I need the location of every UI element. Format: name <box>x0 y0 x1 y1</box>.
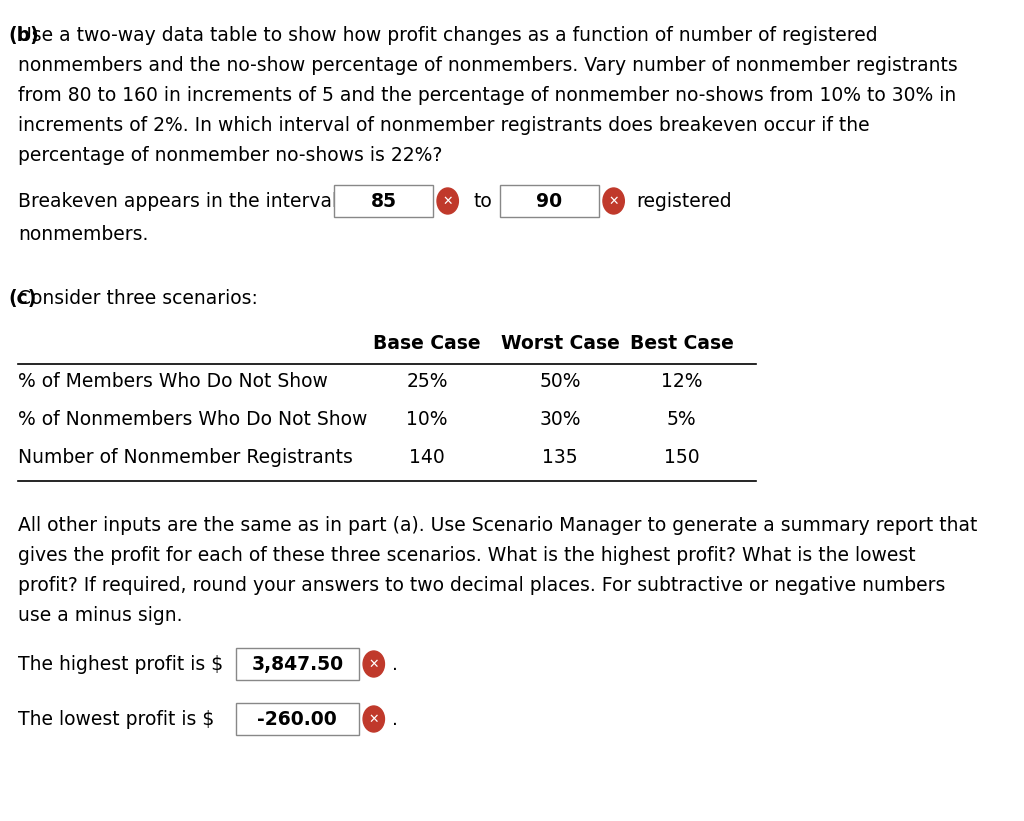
Text: 50%: 50% <box>540 372 581 391</box>
Circle shape <box>364 706 384 732</box>
Text: Number of Nonmember Registrants: Number of Nonmember Registrants <box>18 448 353 467</box>
Text: ✕: ✕ <box>442 195 453 208</box>
Text: from 80 to 160 in increments of 5 and the percentage of nonmember no-shows from : from 80 to 160 in increments of 5 and th… <box>18 86 956 105</box>
Text: 10%: 10% <box>407 410 447 429</box>
Text: The lowest profit is $: The lowest profit is $ <box>18 709 214 728</box>
Text: .: . <box>392 654 397 673</box>
FancyBboxPatch shape <box>501 185 599 217</box>
FancyBboxPatch shape <box>236 648 359 680</box>
Text: to: to <box>474 191 493 210</box>
Text: -260.00: -260.00 <box>257 709 337 728</box>
Text: Consider three scenarios:: Consider three scenarios: <box>18 289 258 308</box>
Text: 85: 85 <box>371 191 396 210</box>
Text: registered: registered <box>636 191 731 210</box>
Text: Best Case: Best Case <box>630 334 734 353</box>
Text: ✕: ✕ <box>369 658 379 671</box>
Circle shape <box>437 188 459 214</box>
Text: nonmembers and the no-show percentage of nonmembers. Vary number of nonmember re: nonmembers and the no-show percentage of… <box>18 56 957 75</box>
Text: 12%: 12% <box>662 372 702 391</box>
Text: 25%: 25% <box>407 372 447 391</box>
Circle shape <box>603 188 625 214</box>
Text: The highest profit is $: The highest profit is $ <box>18 654 223 673</box>
Text: ✕: ✕ <box>608 195 618 208</box>
Text: All other inputs are the same as in part (a). Use Scenario Manager to generate a: All other inputs are the same as in part… <box>18 516 978 535</box>
Text: 135: 135 <box>543 448 579 467</box>
Text: 30%: 30% <box>540 410 581 429</box>
Text: % of Members Who Do Not Show: % of Members Who Do Not Show <box>18 372 328 391</box>
FancyBboxPatch shape <box>236 703 359 735</box>
Text: profit? If required, round your answers to two decimal places. For subtractive o: profit? If required, round your answers … <box>18 576 945 595</box>
Text: 140: 140 <box>410 448 445 467</box>
Text: gives the profit for each of these three scenarios. What is the highest profit? : gives the profit for each of these three… <box>18 546 915 565</box>
Text: Worst Case: Worst Case <box>501 334 620 353</box>
Text: 5%: 5% <box>667 410 696 429</box>
Text: 3,847.50: 3,847.50 <box>251 654 343 673</box>
Text: nonmembers.: nonmembers. <box>18 224 148 244</box>
Text: (b): (b) <box>8 26 39 45</box>
Text: 90: 90 <box>537 191 562 210</box>
Text: (c): (c) <box>8 289 37 308</box>
Text: use a minus sign.: use a minus sign. <box>18 606 182 625</box>
Text: Base Case: Base Case <box>374 334 481 353</box>
Text: Use a two-way data table to show how profit changes as a function of number of r: Use a two-way data table to show how pro… <box>18 26 878 45</box>
Text: percentage of nonmember no-shows is 22%?: percentage of nonmember no-shows is 22%? <box>18 146 442 165</box>
Text: increments of 2%. In which interval of nonmember registrants does breakeven occu: increments of 2%. In which interval of n… <box>18 116 869 135</box>
FancyBboxPatch shape <box>334 185 433 217</box>
Circle shape <box>364 651 384 677</box>
Text: % of Nonmembers Who Do Not Show: % of Nonmembers Who Do Not Show <box>18 410 368 429</box>
Text: Breakeven appears in the interval of: Breakeven appears in the interval of <box>18 191 361 210</box>
Text: 150: 150 <box>664 448 699 467</box>
Text: ✕: ✕ <box>369 713 379 726</box>
Text: .: . <box>392 709 397 728</box>
